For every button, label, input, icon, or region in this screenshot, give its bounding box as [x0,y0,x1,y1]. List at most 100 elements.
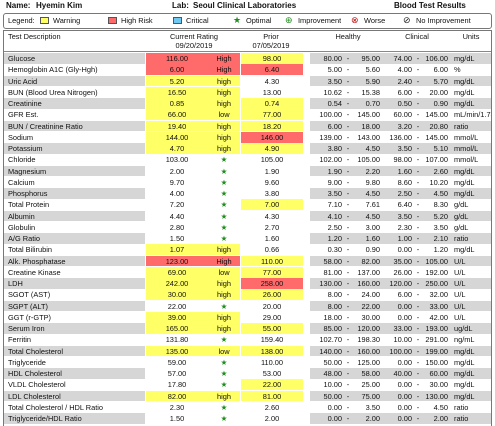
clinical-low: 4.00 [397,65,412,75]
range-sep: - [416,256,420,266]
healthy-cell [310,233,451,244]
range-sep: - [416,324,420,333]
prior-value: 258.00 [241,278,303,289]
healthy-high: 0.70 [365,99,380,108]
range-sep: - [416,155,420,165]
test-name: Magnesium [4,165,145,177]
column-header: Healthy [335,32,361,41]
clinical-high: 2.60 [433,166,448,176]
test-name: SGOT (AST) [4,289,145,300]
prior-value: 4.30 [241,210,303,222]
units-cell [451,266,491,278]
healthy-low: 50.00 [323,391,343,401]
current-rating: ★ [208,199,240,210]
clinical-high: 33.00 [429,301,449,311]
range-sep: - [416,312,420,322]
prior-value: 77.00 [241,109,303,120]
prior-value: 138.00 [241,345,303,357]
units: mg/dL [454,380,475,390]
range-sep: - [346,121,350,131]
range-sep: - [346,54,350,63]
healthy-high: 7.61 [365,200,380,210]
test-name: HDL Cholesterol [4,368,145,379]
current-rating: low [208,109,240,120]
healthy-high: 2.00 [365,414,380,423]
range-sep: - [346,200,350,210]
clinical-low: 98.00 [393,155,413,165]
current-value: 4.00 [146,188,208,199]
test-name: Triglyceride [4,356,145,368]
prior-value: 110.00 [241,255,303,267]
units-cell [451,221,491,233]
healthy-low: 7.10 [327,200,342,210]
units-cell [451,311,491,323]
healthy-high: 160.00 [357,346,380,356]
range-sep: - [346,110,350,120]
current-value: 123.00 [146,255,208,267]
units: % [454,65,461,75]
range-sep: - [346,346,350,356]
prior-value: 81.00 [241,390,303,402]
range-sep: - [416,391,420,401]
range-sep: - [346,65,350,75]
prior-value: 105.00 [241,154,303,165]
range-sep: - [416,402,420,412]
healthy-cell [310,98,451,109]
current-rating: ★ [208,401,240,413]
units-cell [451,86,491,98]
current-value: 2.00 [146,165,208,177]
prior-value: 1.90 [241,165,303,177]
current-value: 4.70 [146,143,208,154]
clinical-low: 2.40 [397,76,412,86]
prior-value: 0.66 [241,244,303,255]
healthy-cell [310,368,451,379]
current-value: 116.00 [146,53,208,64]
range-sep: - [346,414,350,423]
current-value: 66.00 [146,109,208,120]
range-sep: - [346,177,350,187]
units: U/L [454,301,466,311]
test-name: Sodium [4,131,145,143]
units-cell [451,176,491,188]
patient-name: Hyemin Kim [36,1,83,10]
current-value: 22.00 [146,300,208,312]
prior-value: 4.30 [241,75,303,87]
prior-value: 77.00 [241,266,303,278]
current-value: 57.00 [146,368,208,379]
clinical-low: 0.00 [397,357,412,367]
healthy-low: 0.00 [327,414,342,423]
healthy-cell [310,401,451,413]
range-sep: - [416,222,420,232]
range-sep: - [346,211,350,221]
healthy-high: 160.00 [357,279,380,288]
current-rating: low [208,345,240,357]
legend-swatch [40,17,49,24]
current-rating: ★ [208,379,240,390]
range-sep: - [346,155,350,165]
test-name: Calcium [4,176,145,188]
current-rating: high [208,86,240,98]
healthy-high: 95.00 [361,54,381,63]
range-sep: - [416,346,420,356]
units-cell [451,278,491,289]
clinical-low: 0.00 [397,402,412,412]
current-value: 9.70 [146,176,208,188]
current-rating: high [208,75,240,87]
units-cell [451,233,491,244]
test-name: Globulin [4,221,145,233]
clinical-high: 3.50 [433,222,448,232]
test-name: Chloride [4,154,145,165]
healthy-high: 1.60 [365,234,380,243]
healthy-high: 4.50 [365,144,380,153]
lab-name: Seoul Clinical Laboratories [193,1,297,10]
range-sep: - [416,369,420,378]
prior-value: 1.60 [241,233,303,244]
clinical-high: 150.00 [425,357,448,367]
healthy-low: 0.54 [327,99,342,108]
healthy-low: 81.00 [323,267,343,277]
current-value: 0.85 [146,98,208,109]
healthy-low: 1.20 [327,234,342,243]
current-rating: ★ [208,176,240,188]
current-value: 19.40 [146,120,208,132]
healthy-low: 2.50 [327,222,342,232]
